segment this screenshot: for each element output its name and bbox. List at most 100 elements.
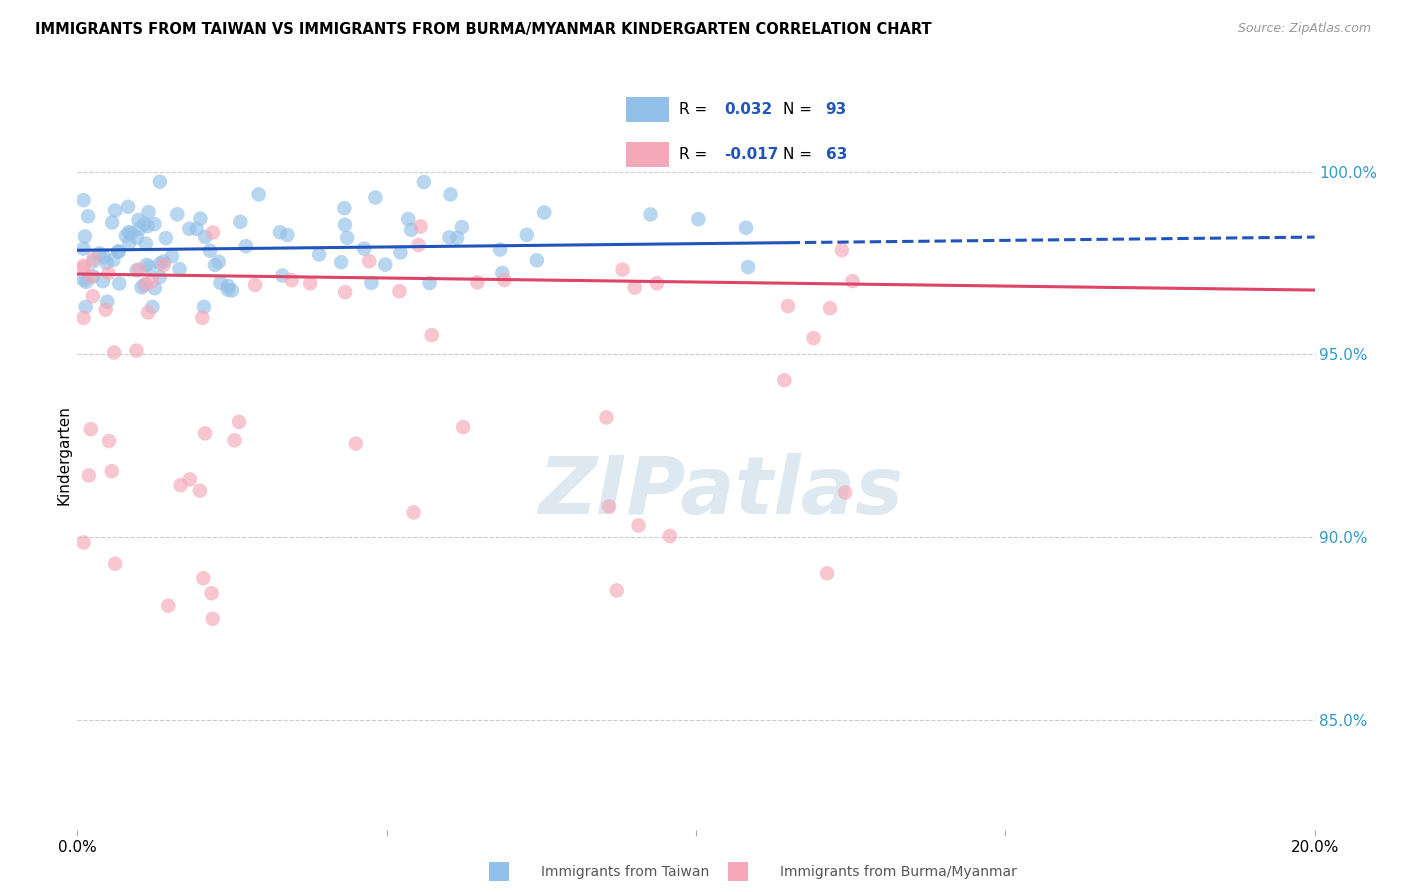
Point xyxy=(128,262,150,277)
Point xyxy=(136,305,159,319)
Point xyxy=(143,217,166,231)
Point xyxy=(308,247,330,261)
Point xyxy=(439,230,461,244)
Point xyxy=(152,258,174,272)
Point xyxy=(200,586,222,600)
Point xyxy=(94,302,117,317)
Point xyxy=(333,201,356,215)
Point xyxy=(128,222,150,236)
Point xyxy=(221,284,243,298)
Point xyxy=(243,277,266,292)
Point xyxy=(72,535,94,549)
Point xyxy=(72,193,94,207)
Point xyxy=(179,221,201,235)
Point xyxy=(776,299,799,313)
Point xyxy=(658,529,681,543)
Point xyxy=(389,245,412,260)
Point xyxy=(135,236,157,251)
Point xyxy=(118,235,141,250)
Point xyxy=(193,300,215,314)
Point xyxy=(83,252,105,266)
Point xyxy=(190,211,212,226)
Point xyxy=(228,415,250,429)
Point xyxy=(396,212,419,227)
Text: ZIPatlas: ZIPatlas xyxy=(538,453,903,532)
Point xyxy=(834,485,856,500)
Point xyxy=(773,373,796,387)
Point xyxy=(204,258,226,272)
Point xyxy=(104,557,127,571)
Point xyxy=(82,289,104,303)
Point xyxy=(280,273,302,287)
Point xyxy=(491,266,513,280)
Text: IMMIGRANTS FROM TAIWAN VS IMMIGRANTS FROM BURMA/MYANMAR KINDERGARTEN CORRELATION: IMMIGRANTS FROM TAIWAN VS IMMIGRANTS FRO… xyxy=(35,22,932,37)
Point xyxy=(595,410,617,425)
Point xyxy=(489,243,512,257)
Point xyxy=(72,260,94,275)
Bar xyxy=(489,863,509,880)
Point xyxy=(107,244,129,259)
Point xyxy=(194,426,217,441)
Point xyxy=(269,225,291,239)
Point xyxy=(186,222,208,236)
Point xyxy=(209,276,232,290)
Point xyxy=(149,256,172,270)
Point xyxy=(803,331,825,345)
Point xyxy=(420,328,443,343)
Point xyxy=(160,249,183,263)
Point xyxy=(127,212,149,227)
Point xyxy=(831,243,853,257)
Point xyxy=(135,258,157,272)
Point xyxy=(107,244,129,259)
Point xyxy=(82,254,104,268)
Point xyxy=(141,300,163,314)
Point xyxy=(72,242,94,256)
Point xyxy=(606,583,628,598)
Point xyxy=(120,226,142,240)
Point xyxy=(117,200,139,214)
Point xyxy=(157,599,180,613)
Point xyxy=(353,242,375,256)
Point xyxy=(439,187,461,202)
Point xyxy=(141,274,163,288)
Point xyxy=(75,300,97,314)
Point xyxy=(446,231,468,245)
Point xyxy=(451,420,474,434)
Point xyxy=(526,253,548,268)
Point xyxy=(96,256,118,270)
Point xyxy=(166,207,188,221)
Point xyxy=(737,260,759,274)
Point xyxy=(217,283,239,297)
Point xyxy=(533,205,555,219)
Point xyxy=(360,276,382,290)
Point xyxy=(179,472,201,486)
Bar xyxy=(728,863,748,880)
Point xyxy=(118,225,141,239)
Point xyxy=(201,612,224,626)
Point xyxy=(299,277,322,291)
Point xyxy=(73,229,96,244)
Point xyxy=(516,227,538,242)
Point xyxy=(336,231,359,245)
Point xyxy=(344,436,367,450)
Point xyxy=(149,175,172,189)
Point xyxy=(229,215,252,229)
Point xyxy=(138,205,160,219)
Point xyxy=(134,217,156,231)
Point xyxy=(91,274,114,288)
Point xyxy=(451,220,474,235)
Point xyxy=(374,258,396,272)
Point xyxy=(125,263,148,277)
Point xyxy=(402,505,425,519)
Point xyxy=(198,244,221,258)
Point xyxy=(271,268,294,283)
Point xyxy=(419,276,441,290)
Point xyxy=(645,277,668,291)
Point xyxy=(388,285,411,299)
Point xyxy=(612,262,634,277)
Point xyxy=(138,260,160,274)
Point xyxy=(101,215,124,229)
Point xyxy=(598,500,620,514)
Point xyxy=(131,280,153,294)
Point xyxy=(465,276,488,290)
